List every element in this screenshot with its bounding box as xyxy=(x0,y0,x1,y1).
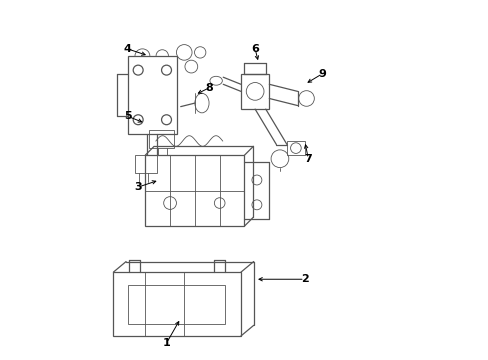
Text: 5: 5 xyxy=(123,111,131,121)
Text: 8: 8 xyxy=(205,83,212,93)
Text: 9: 9 xyxy=(318,69,326,79)
Text: 1: 1 xyxy=(163,338,170,348)
Text: 7: 7 xyxy=(304,154,311,164)
Text: 4: 4 xyxy=(123,44,131,54)
Text: 6: 6 xyxy=(251,44,259,54)
Text: 3: 3 xyxy=(134,182,142,192)
Text: 2: 2 xyxy=(300,274,308,284)
